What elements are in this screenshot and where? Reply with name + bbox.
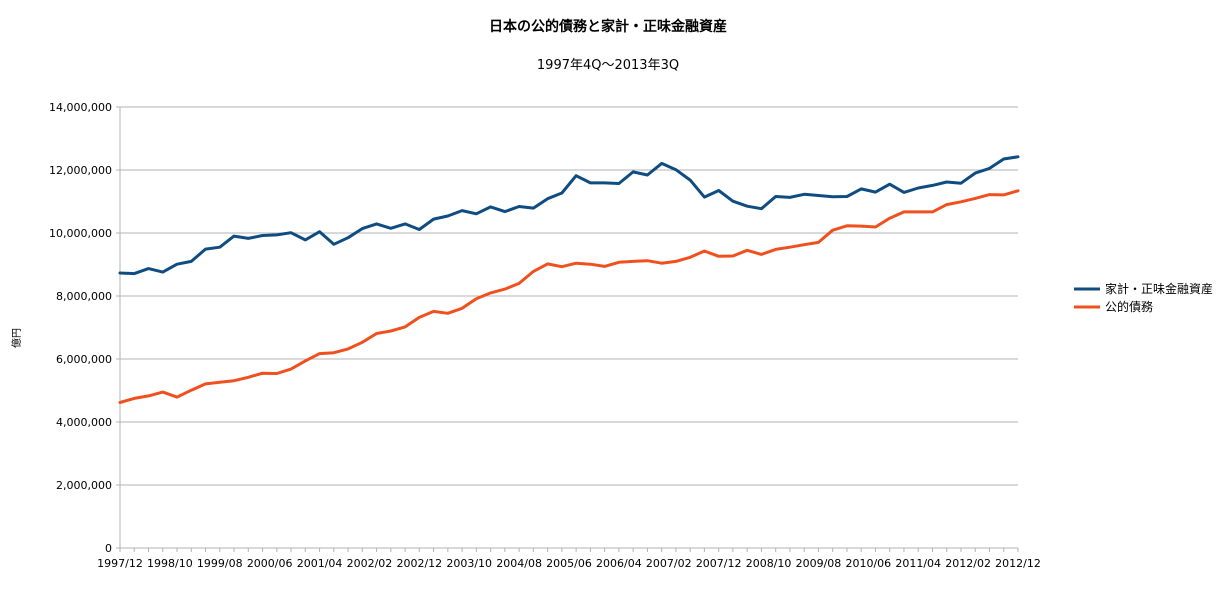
y-axis-ticks: 0 2,000,000 4,000,000 6,000,000 8,000,000 10,… <box>49 101 112 555</box>
x-tick-label: 2008/10 <box>746 557 792 570</box>
gridlines <box>120 106 1018 486</box>
series-line-2 <box>118 189 1020 404</box>
series-lines <box>118 155 1020 404</box>
y-tick-label: 10,000,000 <box>49 227 112 240</box>
legend-label: 公的債務 <box>1105 299 1153 314</box>
x-tick-label: 2002/12 <box>396 557 442 570</box>
x-tick-label: 2001/04 <box>297 557 343 570</box>
y-axis-label: 億円 <box>10 328 23 348</box>
legend-label: 家計・正味金融資産 <box>1105 281 1213 296</box>
x-tick-label: 2007/02 <box>646 557 692 570</box>
x-tick-label: 2002/02 <box>347 557 393 570</box>
x-tick-label: 2010/06 <box>845 557 891 570</box>
y-tick-label: 14,000,000 <box>49 101 112 114</box>
x-tick-label: 1999/08 <box>197 557 243 570</box>
x-axis-ticks: 1997/12 1998/10 1999/08 2000/06 2001/04 2002/… <box>97 557 1041 570</box>
x-tick-label: 1997/12 <box>97 557 143 570</box>
x-tick-label: 2006/04 <box>596 557 642 570</box>
x-tick-label: 2012/12 <box>995 557 1041 570</box>
x-tick-label: 1998/10 <box>147 557 193 570</box>
axes <box>116 106 1019 552</box>
y-tick-label: 12,000,000 <box>49 164 112 177</box>
x-tick-label: 2009/08 <box>796 557 842 570</box>
x-tick-label: 2000/06 <box>247 557 293 570</box>
y-tick-label: 0 <box>105 542 112 555</box>
y-tick-label: 2,000,000 <box>56 479 112 492</box>
x-tick-label: 2005/06 <box>546 557 592 570</box>
chart-subtitle: 1997年4Q〜2013年3Q <box>537 58 679 73</box>
y-tick-label: 6,000,000 <box>56 353 112 366</box>
x-tick-label: 2007/12 <box>696 557 742 570</box>
series-line-1 <box>118 155 1020 276</box>
x-tick-label: 2004/08 <box>496 557 542 570</box>
x-tick-label: 2011/04 <box>895 557 941 570</box>
y-tick-label: 8,000,000 <box>56 290 112 303</box>
y-tick-label: 4,000,000 <box>56 416 112 429</box>
x-tick-label: 2012/02 <box>945 557 991 570</box>
chart-title: 日本の公的債務と家計・正味金融資産 <box>489 18 727 35</box>
x-tick-label: 2003/10 <box>446 557 492 570</box>
